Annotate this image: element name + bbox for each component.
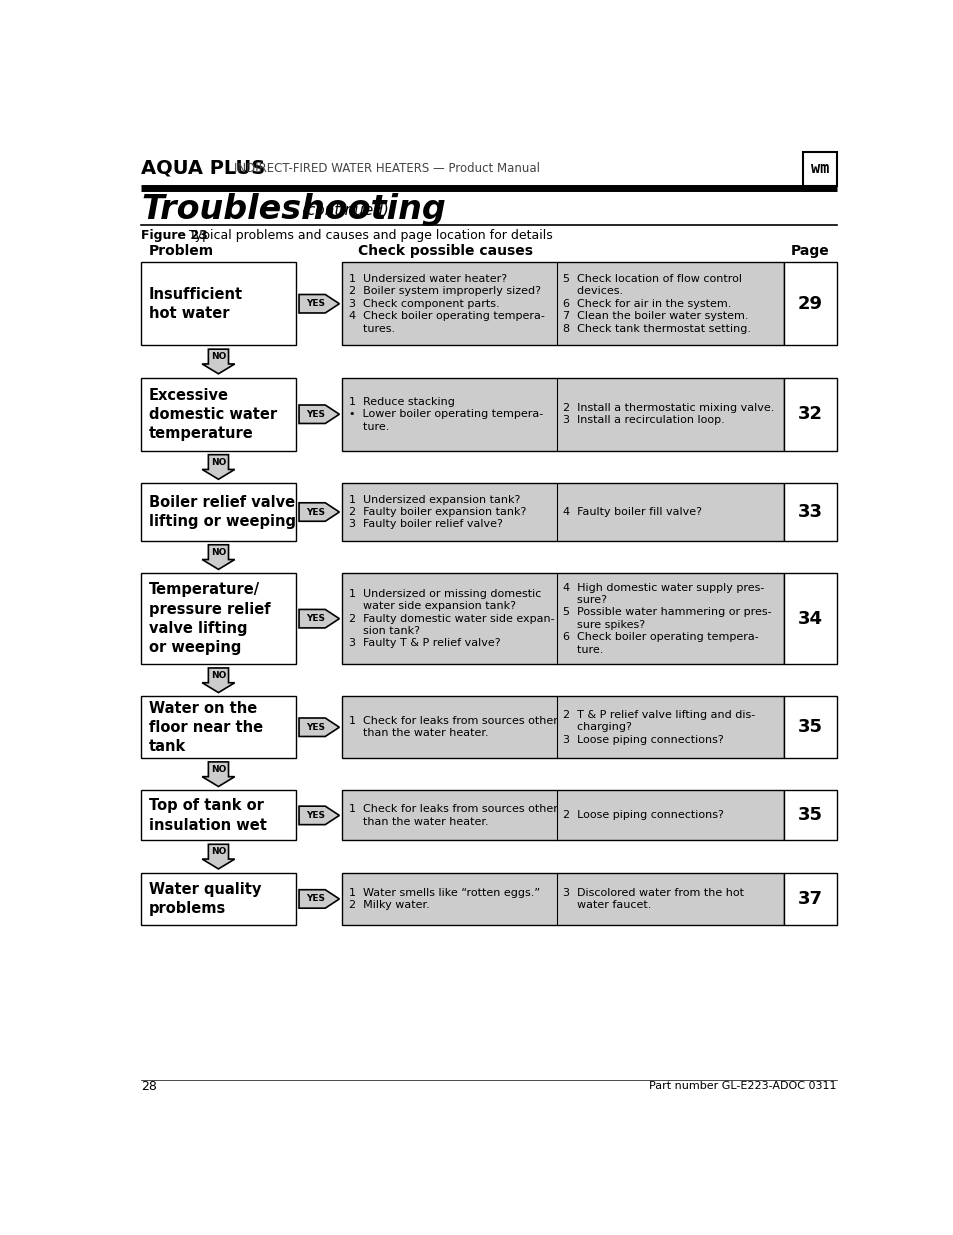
Text: Troubleshooting: Troubleshooting bbox=[141, 194, 445, 226]
Bar bbox=[342, 378, 783, 451]
Text: Figure 23: Figure 23 bbox=[141, 228, 208, 242]
Text: Water quality
problems: Water quality problems bbox=[149, 882, 261, 916]
Text: Problem: Problem bbox=[149, 245, 213, 258]
Text: 33: 33 bbox=[798, 503, 822, 521]
Bar bbox=[141, 873, 295, 925]
Polygon shape bbox=[298, 806, 339, 825]
Text: 3  Discolored water from the hot
    water faucet.: 3 Discolored water from the hot water fa… bbox=[562, 888, 743, 910]
Text: 29: 29 bbox=[798, 295, 822, 312]
Text: NO: NO bbox=[211, 847, 226, 856]
Bar bbox=[783, 378, 836, 451]
Text: 34: 34 bbox=[798, 610, 822, 627]
Polygon shape bbox=[298, 503, 339, 521]
Text: 2  Loose piping connections?: 2 Loose piping connections? bbox=[562, 810, 723, 820]
Text: Page: Page bbox=[790, 245, 829, 258]
Bar bbox=[783, 483, 836, 541]
Bar bbox=[783, 697, 836, 758]
Text: NO: NO bbox=[211, 547, 226, 557]
Polygon shape bbox=[298, 405, 339, 424]
Polygon shape bbox=[202, 845, 234, 869]
Bar bbox=[783, 790, 836, 841]
Polygon shape bbox=[298, 609, 339, 627]
Text: wm: wm bbox=[810, 162, 828, 177]
Text: YES: YES bbox=[306, 410, 325, 419]
Bar bbox=[342, 483, 783, 541]
Bar bbox=[342, 262, 783, 346]
Text: 35: 35 bbox=[798, 806, 822, 825]
Polygon shape bbox=[298, 294, 339, 312]
Bar bbox=[342, 573, 783, 664]
Text: Temperature/
pressure relief
valve lifting
or weeping: Temperature/ pressure relief valve lifti… bbox=[149, 583, 270, 655]
Text: 1  Undersized expansion tank?
2  Faulty boiler expansion tank?
3  Faulty boiler : 1 Undersized expansion tank? 2 Faulty bo… bbox=[348, 495, 525, 530]
Text: YES: YES bbox=[306, 508, 325, 516]
Text: 5  Check location of flow control
    devices.
6  Check for air in the system.
7: 5 Check location of flow control devices… bbox=[562, 274, 750, 333]
Bar bbox=[141, 573, 295, 664]
Text: 4  Faulty boiler fill valve?: 4 Faulty boiler fill valve? bbox=[562, 508, 701, 517]
Text: 2  Install a thermostatic mixing valve.
3  Install a recirculation loop.: 2 Install a thermostatic mixing valve. 3… bbox=[562, 403, 774, 425]
Text: 1  Undersized or missing domestic
    water side expansion tank?
2  Faulty domes: 1 Undersized or missing domestic water s… bbox=[348, 589, 554, 648]
Polygon shape bbox=[202, 545, 234, 569]
Text: 1  Reduce stacking
•  Lower boiler operating tempera-
    ture.: 1 Reduce stacking • Lower boiler operati… bbox=[348, 396, 542, 432]
Text: (continued): (continued) bbox=[302, 203, 390, 217]
Bar bbox=[802, 152, 836, 186]
Text: Excessive
domestic water
temperature: Excessive domestic water temperature bbox=[149, 388, 276, 441]
Text: Insufficient
hot water: Insufficient hot water bbox=[149, 287, 243, 321]
Polygon shape bbox=[298, 718, 339, 736]
Bar bbox=[342, 697, 783, 758]
Text: YES: YES bbox=[306, 811, 325, 820]
Bar bbox=[783, 262, 836, 346]
Polygon shape bbox=[202, 668, 234, 693]
Text: Check possible causes: Check possible causes bbox=[357, 245, 533, 258]
Text: Part number GL-E223-ADOC 0311: Part number GL-E223-ADOC 0311 bbox=[649, 1081, 836, 1091]
Bar bbox=[141, 790, 295, 841]
Text: YES: YES bbox=[306, 299, 325, 309]
Polygon shape bbox=[202, 762, 234, 787]
Text: 28: 28 bbox=[141, 1079, 156, 1093]
Text: NO: NO bbox=[211, 671, 226, 679]
Text: 2  T & P relief valve lifting and dis-
    charging?
3  Loose piping connections: 2 T & P relief valve lifting and dis- ch… bbox=[562, 710, 755, 745]
Bar bbox=[783, 573, 836, 664]
Bar bbox=[141, 483, 295, 541]
Text: Top of tank or
insulation wet: Top of tank or insulation wet bbox=[149, 798, 266, 832]
Text: Water on the
floor near the
tank: Water on the floor near the tank bbox=[149, 700, 262, 753]
Text: Boiler relief valve
lifting or weeping: Boiler relief valve lifting or weeping bbox=[149, 495, 295, 529]
Polygon shape bbox=[202, 454, 234, 479]
Text: 1  Check for leaks from sources other
    than the water heater.: 1 Check for leaks from sources other tha… bbox=[348, 716, 557, 739]
Text: Typical problems and causes and page location for details: Typical problems and causes and page loc… bbox=[189, 228, 552, 242]
Text: 32: 32 bbox=[798, 405, 822, 424]
Text: 1  Undersized water heater?
2  Boiler system improperly sized?
3  Check componen: 1 Undersized water heater? 2 Boiler syst… bbox=[348, 274, 544, 333]
Text: YES: YES bbox=[306, 894, 325, 904]
Polygon shape bbox=[298, 889, 339, 908]
Bar bbox=[342, 873, 783, 925]
Bar bbox=[342, 790, 783, 841]
Polygon shape bbox=[202, 350, 234, 374]
Text: YES: YES bbox=[306, 722, 325, 732]
Text: 4  High domestic water supply pres-
    sure?
5  Possible water hammering or pre: 4 High domestic water supply pres- sure?… bbox=[562, 583, 771, 655]
Text: NO: NO bbox=[211, 352, 226, 361]
Text: NO: NO bbox=[211, 764, 226, 774]
Bar bbox=[141, 697, 295, 758]
Text: AQUA PLUS: AQUA PLUS bbox=[141, 159, 265, 178]
Bar bbox=[783, 873, 836, 925]
Text: 35: 35 bbox=[798, 719, 822, 736]
Text: 1  Water smells like “rotten eggs.”
2  Milky water.: 1 Water smells like “rotten eggs.” 2 Mil… bbox=[348, 888, 539, 910]
Text: YES: YES bbox=[306, 614, 325, 624]
Text: 37: 37 bbox=[798, 890, 822, 908]
Text: 1  Check for leaks from sources other
    than the water heater.: 1 Check for leaks from sources other tha… bbox=[348, 804, 557, 826]
Bar bbox=[141, 262, 295, 346]
Text: INDIRECT-FIRED WATER HEATERS — Product Manual: INDIRECT-FIRED WATER HEATERS — Product M… bbox=[233, 162, 539, 174]
Text: NO: NO bbox=[211, 457, 226, 467]
Bar bbox=[141, 378, 295, 451]
